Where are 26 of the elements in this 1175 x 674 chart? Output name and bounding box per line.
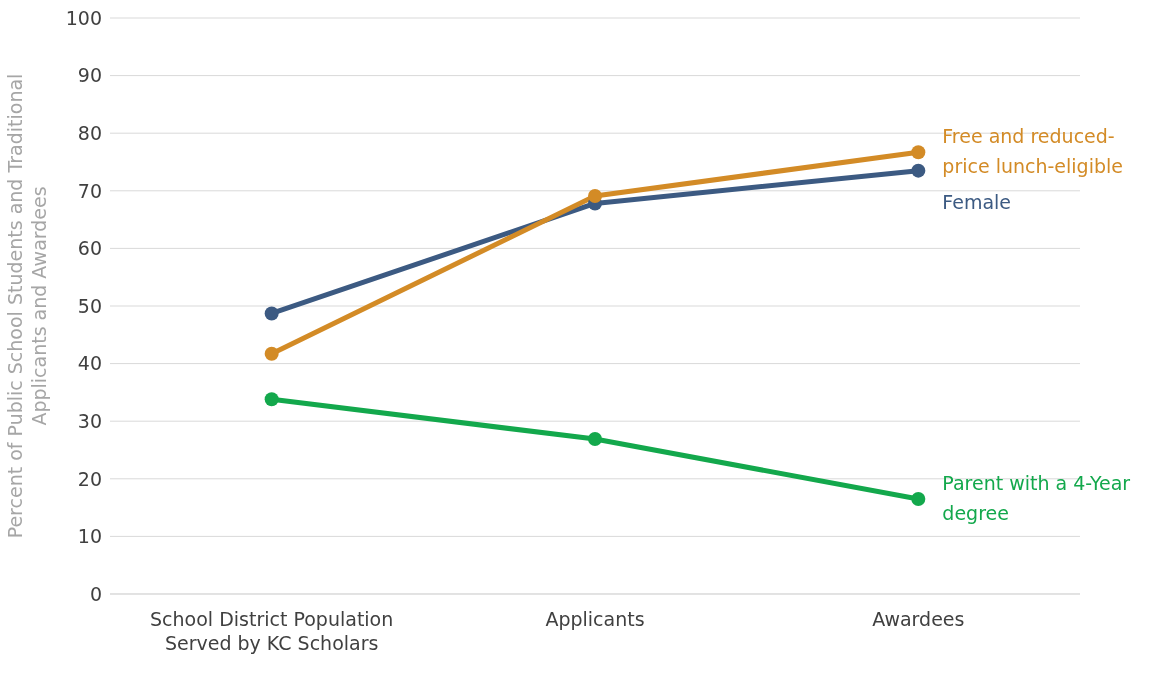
y-tick-label: 50	[77, 294, 102, 317]
y-tick-label: 70	[77, 179, 102, 202]
point	[911, 163, 926, 178]
y-tick-label: 90	[77, 64, 102, 87]
x-tick-label: School District Population Served by KC Scholars	[150, 608, 394, 654]
y-tick-label: 10	[77, 525, 102, 548]
y-tick-label: 30	[77, 409, 102, 432]
y-tick-label: 0	[89, 582, 102, 605]
x-tick-label: Awardees	[872, 608, 965, 630]
y-tick-label: 40	[77, 352, 102, 375]
point	[264, 306, 279, 321]
point	[264, 392, 279, 407]
point	[911, 145, 926, 160]
x-tick-label: Applicants	[545, 608, 645, 630]
point	[588, 188, 602, 203]
y-axis-title: Percent of Public School Students and Traditional Applicants and Awardees	[4, 73, 50, 539]
point	[264, 346, 279, 361]
point	[911, 491, 926, 506]
y-tick-label: 20	[77, 467, 102, 490]
point	[588, 432, 602, 447]
y-tick-label: 100	[65, 6, 102, 29]
series-label: Parent with a 4-Year degree	[942, 471, 1131, 524]
series-label: Free and reduced-price lunch-eligible	[942, 125, 1123, 178]
series-label: Female	[942, 190, 1012, 213]
y-tick-label: 60	[77, 237, 102, 260]
y-tick-label: 80	[77, 121, 102, 144]
